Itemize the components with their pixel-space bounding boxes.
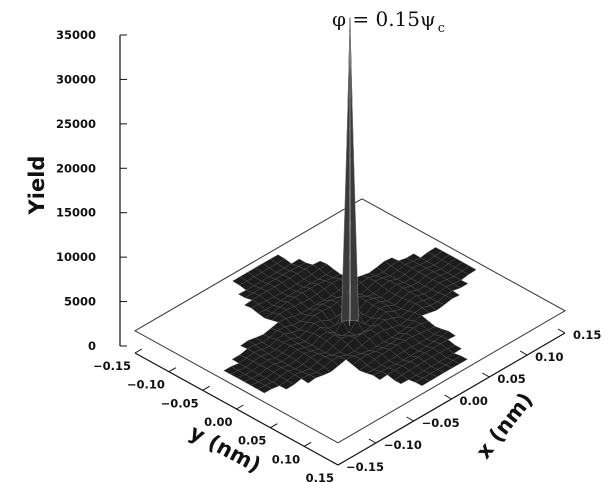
x-tick-label: −0.05 — [422, 416, 460, 430]
x-tick-label: 0.10 — [535, 350, 563, 364]
axes-layer: 0 5000 10000 15000 20000 25000 30000 35000 −0.15… — [56, 28, 601, 482]
y-tick-mark — [202, 385, 210, 391]
y-tick-mark — [270, 423, 278, 429]
y-tick-label: 0.15 — [306, 471, 334, 482]
y-tick-label: 0.10 — [272, 452, 300, 466]
y-tick-label: −0.15 — [93, 359, 131, 373]
peak-mesh-line — [349, 189, 351, 196]
x-tick-mark — [482, 372, 490, 378]
z-tick-label: 15000 — [56, 206, 96, 220]
y-tick-mark — [236, 404, 244, 410]
surface-patch — [257, 385, 273, 394]
chart-title-subscript: c — [438, 21, 445, 36]
x-tick-label: 0.05 — [497, 372, 525, 386]
z-tick-label: 25000 — [56, 117, 96, 131]
chart-title-main: φ = 0.15ψ — [332, 7, 436, 31]
y-tick-mark — [168, 367, 177, 373]
x-tick-mark — [330, 460, 339, 466]
chart-title: φ = 0.15ψ c — [332, 7, 445, 36]
y-tick-label: −0.10 — [127, 378, 165, 392]
x-tick-mark — [406, 416, 414, 422]
surface-patch — [301, 374, 317, 384]
z-tick-label: 30000 — [56, 72, 96, 86]
z-tick-label: 35000 — [56, 28, 96, 42]
x-tick-mark — [557, 328, 566, 334]
z-tick-label: 20000 — [56, 161, 96, 175]
z-tick-label: 10000 — [56, 250, 96, 264]
x-tick-label: −0.10 — [384, 438, 422, 452]
peak-mesh-line — [349, 221, 351, 228]
x-tick-label: −0.15 — [346, 460, 384, 474]
x-tick-label: 0.00 — [460, 394, 488, 408]
y-tick-mark — [303, 441, 312, 447]
y-tick-label: 0.00 — [204, 415, 232, 429]
x-tick-mark — [368, 438, 377, 444]
z-axis-label: Yield — [25, 156, 49, 216]
x-tick-label: 0.15 — [573, 328, 601, 342]
surface-layer — [133, 17, 567, 444]
x-tick-mark — [444, 394, 452, 400]
z-tick-label: 0 — [88, 339, 96, 353]
y-tick-label: 0.05 — [238, 434, 266, 448]
y-tick-label: −0.05 — [161, 396, 199, 410]
surface-patch — [414, 377, 430, 386]
z-tick-label: 5000 — [64, 295, 96, 309]
surface-patch — [279, 380, 295, 390]
x-tick-mark — [519, 350, 528, 356]
peak-mesh-line — [349, 252, 351, 261]
peak-spike — [349, 31, 351, 326]
y-tick-mark — [134, 348, 143, 354]
peak-mesh-line — [349, 284, 351, 294]
